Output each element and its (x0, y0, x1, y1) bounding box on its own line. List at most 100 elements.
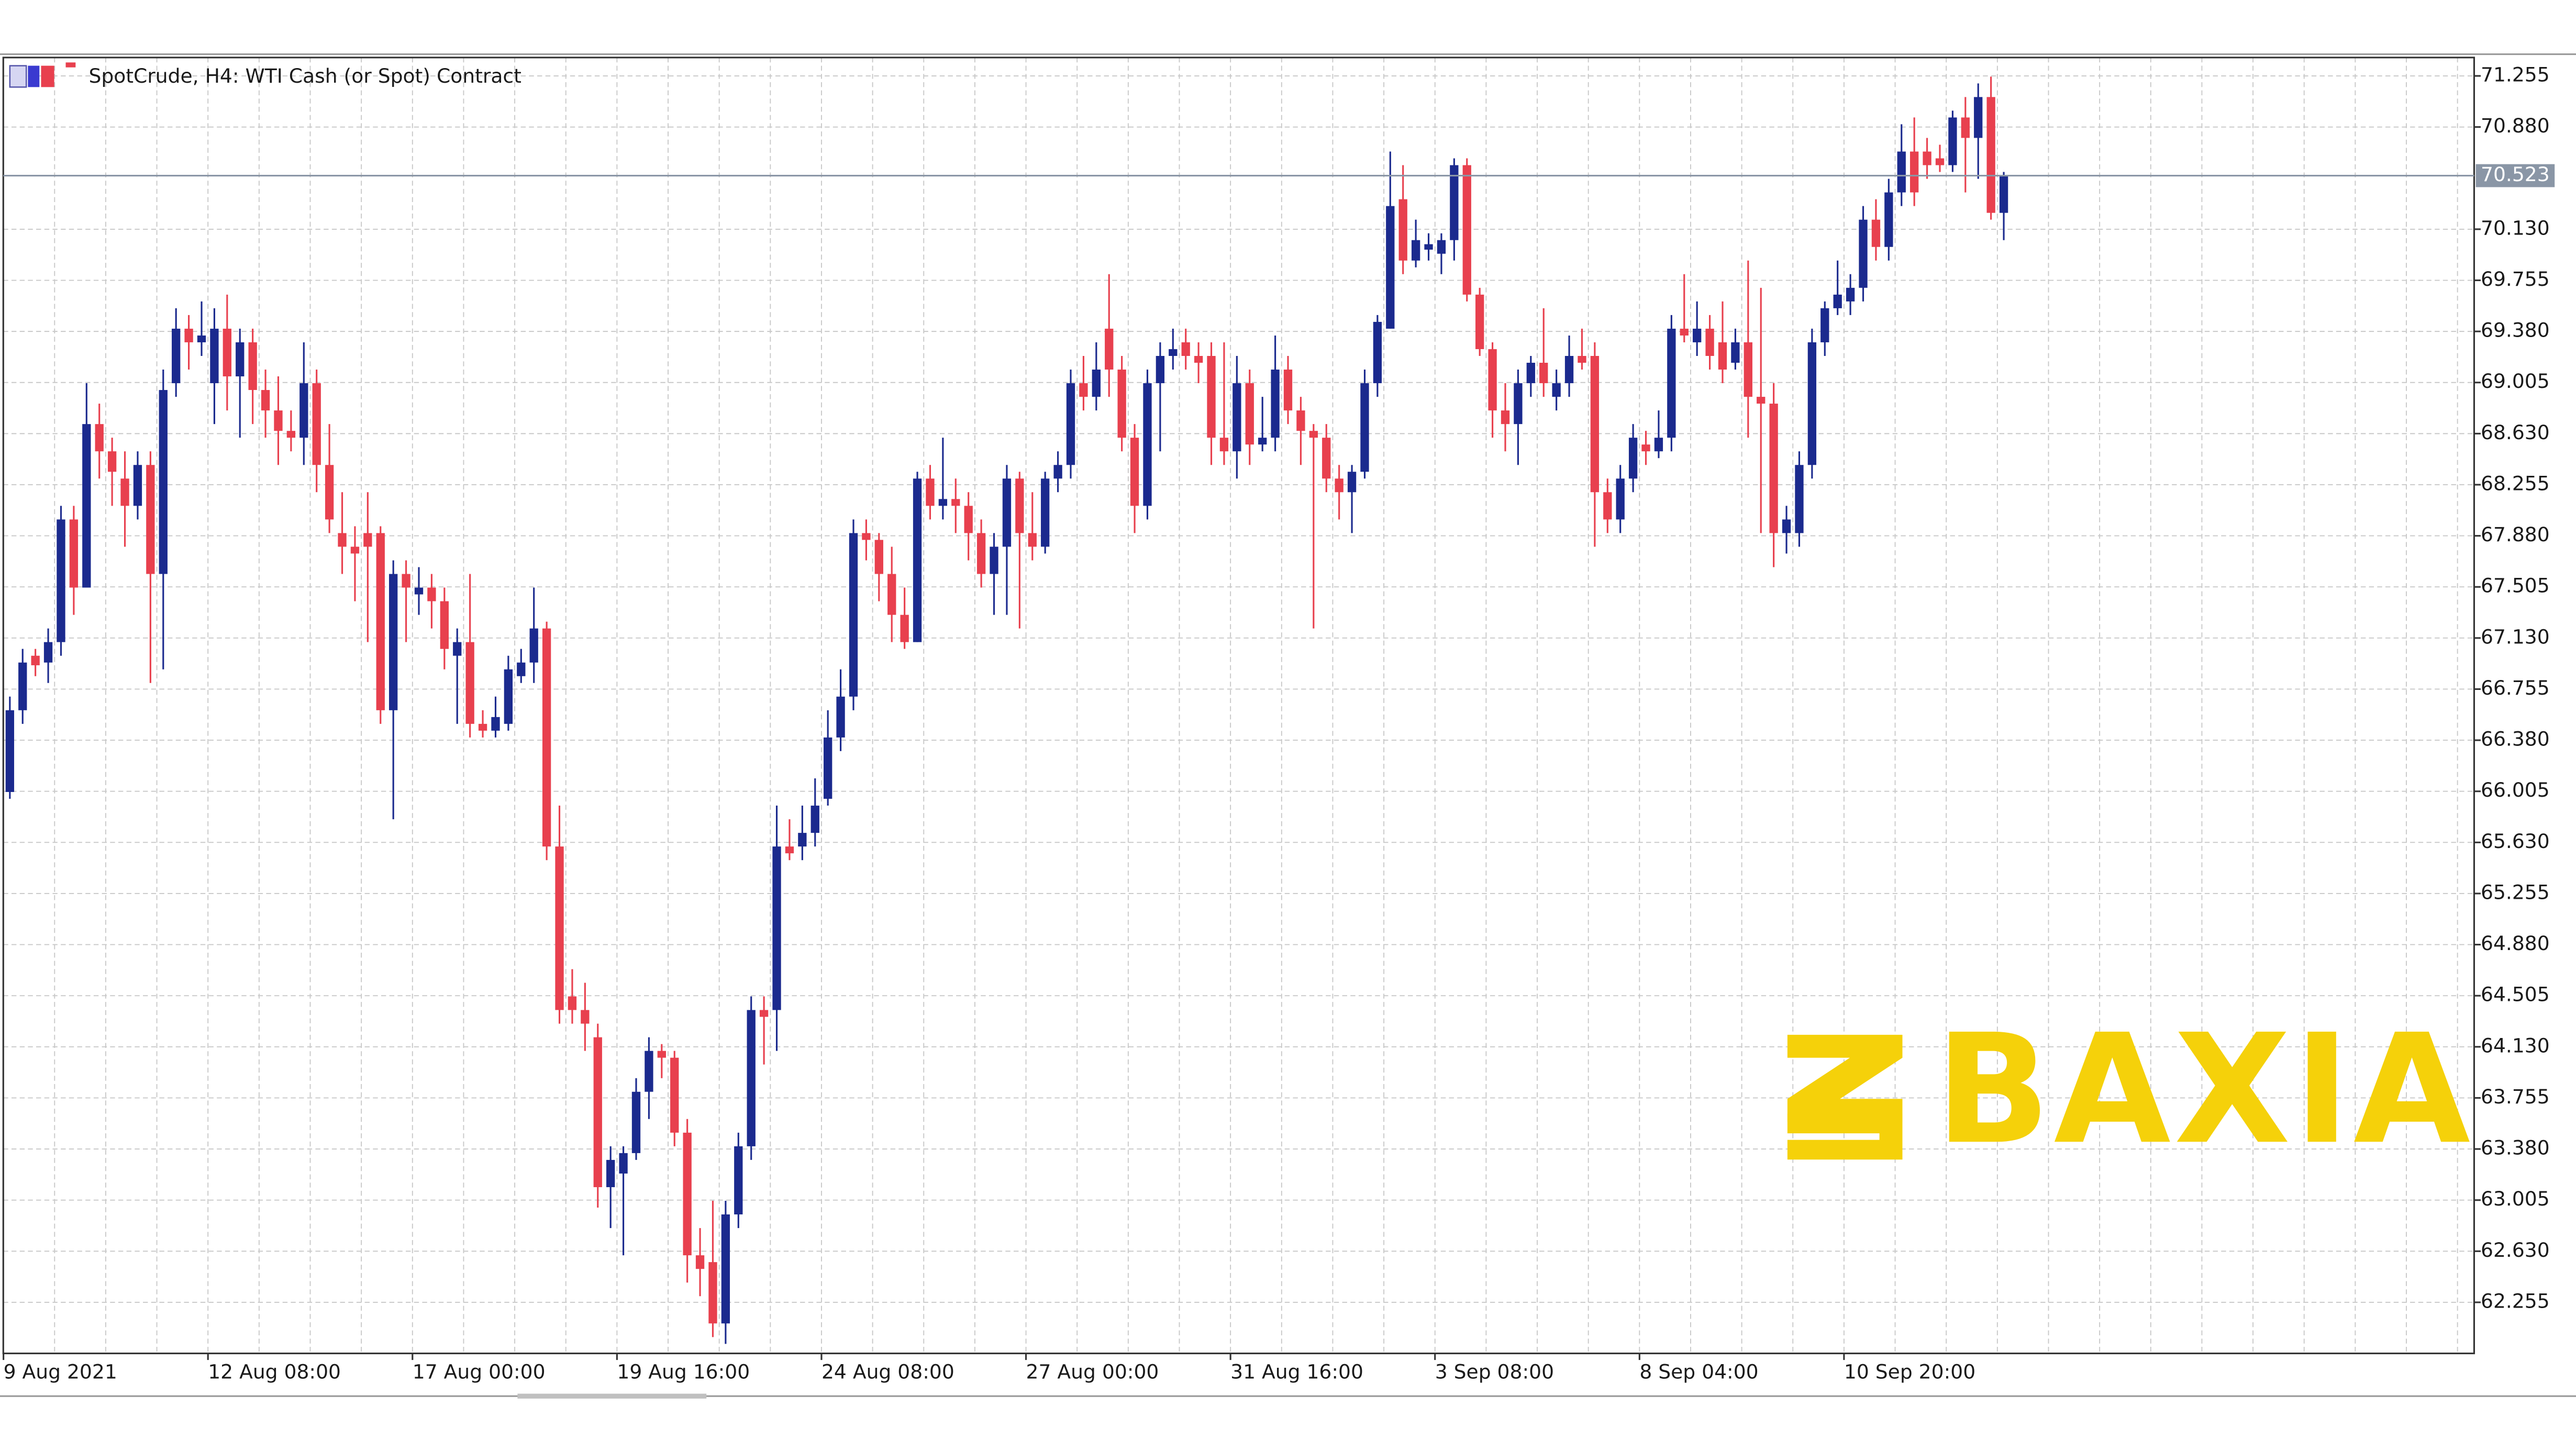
candle-body (1948, 117, 1957, 165)
candle-body (120, 478, 129, 506)
candle-body (785, 846, 794, 854)
y-tick-label: 69.005 (2481, 370, 2550, 393)
candle-body (824, 737, 832, 799)
y-tick-label: 63.380 (2481, 1136, 2550, 1159)
candle-body (1233, 383, 1241, 452)
candle-body (172, 328, 181, 384)
candle-body (1079, 383, 1088, 397)
candle-body (1296, 410, 1305, 431)
candle-body (1105, 328, 1114, 370)
candle-body (708, 1262, 717, 1324)
x-tick-label: 10 Sep 20:00 (1844, 1360, 1975, 1383)
candle-body (1820, 308, 1829, 342)
candle-body (236, 342, 245, 377)
grid (3, 57, 2474, 1354)
candle-body (964, 506, 973, 533)
x-tick-label: 24 Aug 08:00 (821, 1360, 954, 1383)
candle-body (874, 540, 883, 574)
y-tick-label: 68.255 (2481, 472, 2550, 495)
candle-body (926, 478, 935, 506)
candle-body (1309, 431, 1318, 438)
candle-body (478, 723, 487, 731)
candle-body (1066, 383, 1075, 465)
candle-body (1833, 294, 1842, 308)
y-tick-label: 66.380 (2481, 728, 2550, 751)
candle-body (1654, 438, 1663, 452)
x-tick-label: 3 Sep 08:00 (1435, 1360, 1554, 1383)
x-tick-label: 8 Sep 04:00 (1639, 1360, 1758, 1383)
x-tick-label: 9 Aug 2021 (4, 1360, 117, 1383)
candle-body (1641, 444, 1650, 452)
candle-body (312, 383, 321, 465)
candle-body (338, 533, 347, 547)
y-tick-label: 65.255 (2481, 880, 2550, 903)
y-tick-label: 68.630 (2481, 421, 2550, 444)
candle-body (18, 662, 27, 710)
candle-body (82, 424, 91, 588)
candle-body (1667, 328, 1676, 438)
candle-body (1526, 363, 1535, 384)
candle-body (5, 710, 14, 793)
candle-body (1859, 219, 1868, 288)
last-price-box (2475, 164, 2555, 187)
candle-body (184, 328, 193, 342)
y-tick-label: 64.880 (2481, 932, 2550, 955)
candle-body (1718, 342, 1727, 370)
candle-body (1961, 117, 1970, 138)
candle-body (1002, 478, 1012, 547)
y-tick-label: 71.255 (2481, 63, 2550, 86)
candle-body (849, 533, 858, 697)
candle-body (645, 1051, 653, 1092)
candle-body (1475, 294, 1484, 349)
candle-body (593, 1037, 602, 1187)
y-tick-label: 67.505 (2481, 574, 2550, 597)
candle-body (414, 587, 424, 595)
candle-body (798, 833, 807, 847)
candle-body (1398, 199, 1407, 261)
candle-body (376, 533, 385, 710)
candle-body (57, 519, 65, 642)
candle-body (1731, 342, 1740, 363)
candle-body (389, 574, 398, 710)
candle-body (1360, 383, 1369, 472)
y-tick-label: 67.880 (2481, 523, 2550, 546)
candle-body (1897, 151, 1906, 193)
candle-body (1871, 219, 1881, 247)
candle-body (1041, 478, 1050, 547)
candle-body (657, 1051, 666, 1058)
candle-body (325, 465, 334, 520)
candle-body (1693, 328, 1702, 342)
y-tick-label: 66.755 (2481, 676, 2550, 699)
candle-body (1705, 328, 1714, 356)
candle-body (1373, 321, 1382, 384)
candle-body (1782, 519, 1791, 533)
candle-body (938, 499, 948, 506)
candle-body (1130, 438, 1139, 506)
candle-body (1628, 438, 1638, 479)
y-tick-label: 63.005 (2481, 1187, 2550, 1210)
candle-body (286, 431, 296, 438)
candle-body (1386, 206, 1395, 329)
candle-body (43, 642, 53, 663)
candle-body (146, 465, 155, 574)
y-tick-label: 63.755 (2481, 1085, 2550, 1108)
y-tick-label: 62.630 (2481, 1238, 2550, 1262)
logo (1787, 1034, 1903, 1160)
candle-body (248, 342, 257, 390)
candle-body (1564, 355, 1574, 384)
candle-body (606, 1159, 615, 1187)
candle-body (721, 1214, 730, 1324)
y-tick-label: 64.505 (2481, 983, 2550, 1006)
x-tick-label: 17 Aug 00:00 (413, 1360, 546, 1383)
candle-body (670, 1057, 679, 1133)
candle-body (1347, 472, 1357, 493)
candle-body (542, 628, 551, 847)
chart-icon (9, 62, 76, 88)
candle-body (31, 655, 40, 665)
candle-body (1245, 383, 1254, 445)
candle-body (1680, 328, 1689, 336)
candle-body (1590, 355, 1600, 493)
candle-body (1974, 97, 1983, 138)
y-tick-label: 64.130 (2481, 1034, 2550, 1057)
